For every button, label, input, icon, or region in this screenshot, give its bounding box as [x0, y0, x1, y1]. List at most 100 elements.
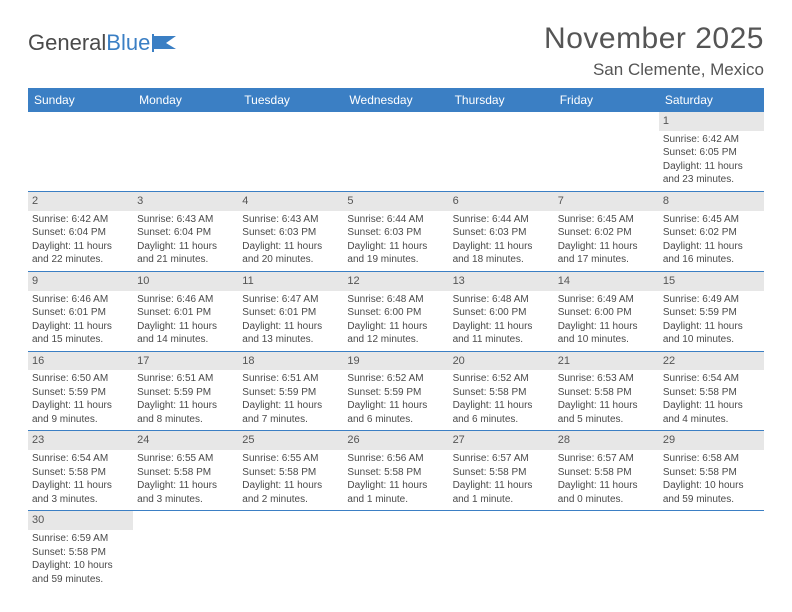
- sunset-text: Sunset: 6:05 PM: [663, 146, 760, 160]
- week-row: 30Sunrise: 6:59 AMSunset: 5:58 PMDayligh…: [28, 511, 764, 590]
- cell-body: Sunrise: 6:45 AMSunset: 6:02 PMDaylight:…: [554, 211, 659, 271]
- day-number: 17: [133, 352, 238, 371]
- cell-body: Sunrise: 6:55 AMSunset: 5:58 PMDaylight:…: [238, 450, 343, 510]
- calendar-cell: [449, 511, 554, 590]
- day-number: 15: [659, 272, 764, 291]
- calendar-cell: 27Sunrise: 6:57 AMSunset: 5:58 PMDayligh…: [449, 431, 554, 510]
- daylight-text-2: and 14 minutes.: [137, 333, 234, 347]
- sunrise-text: Sunrise: 6:53 AM: [558, 372, 655, 386]
- calendar-cell: [449, 112, 554, 191]
- daylight-text-2: and 20 minutes.: [242, 253, 339, 267]
- day-number: 26: [343, 431, 448, 450]
- calendar-cell: 6Sunrise: 6:44 AMSunset: 6:03 PMDaylight…: [449, 192, 554, 271]
- daylight-text-1: Daylight: 11 hours: [32, 240, 129, 254]
- day-number: 10: [133, 272, 238, 291]
- day-number: 7: [554, 192, 659, 211]
- cell-body: Sunrise: 6:48 AMSunset: 6:00 PMDaylight:…: [449, 291, 554, 351]
- sunrise-text: Sunrise: 6:59 AM: [32, 532, 129, 546]
- sunset-text: Sunset: 5:59 PM: [347, 386, 444, 400]
- daylight-text-1: Daylight: 11 hours: [558, 479, 655, 493]
- cell-body: Sunrise: 6:56 AMSunset: 5:58 PMDaylight:…: [343, 450, 448, 510]
- daylight-text-2: and 1 minute.: [347, 493, 444, 507]
- calendar-cell: 12Sunrise: 6:48 AMSunset: 6:00 PMDayligh…: [343, 272, 448, 351]
- cell-body: Sunrise: 6:47 AMSunset: 6:01 PMDaylight:…: [238, 291, 343, 351]
- day-header: Saturday: [659, 88, 764, 112]
- day-header-row: Sunday Monday Tuesday Wednesday Thursday…: [28, 88, 764, 112]
- daylight-text-2: and 10 minutes.: [558, 333, 655, 347]
- daylight-text-2: and 19 minutes.: [347, 253, 444, 267]
- sunrise-text: Sunrise: 6:45 AM: [558, 213, 655, 227]
- calendar-cell: 30Sunrise: 6:59 AMSunset: 5:58 PMDayligh…: [28, 511, 133, 590]
- day-number: 8: [659, 192, 764, 211]
- sunrise-text: Sunrise: 6:44 AM: [347, 213, 444, 227]
- calendar-cell: [238, 112, 343, 191]
- logo-flag-icon: [152, 34, 178, 52]
- day-header: Tuesday: [238, 88, 343, 112]
- cell-body: Sunrise: 6:57 AMSunset: 5:58 PMDaylight:…: [449, 450, 554, 510]
- calendar-cell: 18Sunrise: 6:51 AMSunset: 5:59 PMDayligh…: [238, 352, 343, 431]
- sunset-text: Sunset: 6:04 PM: [137, 226, 234, 240]
- sunrise-text: Sunrise: 6:43 AM: [137, 213, 234, 227]
- cell-body: Sunrise: 6:57 AMSunset: 5:58 PMDaylight:…: [554, 450, 659, 510]
- daylight-text-2: and 5 minutes.: [558, 413, 655, 427]
- calendar-cell: 4Sunrise: 6:43 AMSunset: 6:03 PMDaylight…: [238, 192, 343, 271]
- day-number: 25: [238, 431, 343, 450]
- sunset-text: Sunset: 6:00 PM: [558, 306, 655, 320]
- cell-body: Sunrise: 6:45 AMSunset: 6:02 PMDaylight:…: [659, 211, 764, 271]
- sunrise-text: Sunrise: 6:48 AM: [453, 293, 550, 307]
- sunset-text: Sunset: 5:58 PM: [32, 466, 129, 480]
- daylight-text-1: Daylight: 11 hours: [663, 240, 760, 254]
- sunrise-text: Sunrise: 6:52 AM: [347, 372, 444, 386]
- sunrise-text: Sunrise: 6:43 AM: [242, 213, 339, 227]
- daylight-text-1: Daylight: 10 hours: [663, 479, 760, 493]
- calendar-cell: [659, 511, 764, 590]
- sunset-text: Sunset: 6:01 PM: [137, 306, 234, 320]
- daylight-text-1: Daylight: 11 hours: [453, 240, 550, 254]
- day-number: 12: [343, 272, 448, 291]
- sunrise-text: Sunrise: 6:48 AM: [347, 293, 444, 307]
- sunrise-text: Sunrise: 6:55 AM: [137, 452, 234, 466]
- day-number: 20: [449, 352, 554, 371]
- sunrise-text: Sunrise: 6:47 AM: [242, 293, 339, 307]
- cell-body: Sunrise: 6:52 AMSunset: 5:58 PMDaylight:…: [449, 370, 554, 430]
- sunrise-text: Sunrise: 6:49 AM: [558, 293, 655, 307]
- calendar-cell: 20Sunrise: 6:52 AMSunset: 5:58 PMDayligh…: [449, 352, 554, 431]
- day-header: Sunday: [28, 88, 133, 112]
- daylight-text-2: and 3 minutes.: [32, 493, 129, 507]
- header: GeneralBlue November 2025 San Clemente, …: [28, 22, 764, 80]
- calendar-cell: [554, 511, 659, 590]
- cell-body: Sunrise: 6:51 AMSunset: 5:59 PMDaylight:…: [238, 370, 343, 430]
- cell-body: Sunrise: 6:49 AMSunset: 6:00 PMDaylight:…: [554, 291, 659, 351]
- daylight-text-1: Daylight: 11 hours: [558, 320, 655, 334]
- daylight-text-2: and 22 minutes.: [32, 253, 129, 267]
- daylight-text-2: and 17 minutes.: [558, 253, 655, 267]
- daylight-text-2: and 6 minutes.: [347, 413, 444, 427]
- week-row: 23Sunrise: 6:54 AMSunset: 5:58 PMDayligh…: [28, 431, 764, 511]
- calendar-cell: [238, 511, 343, 590]
- day-number: 6: [449, 192, 554, 211]
- day-number: 30: [28, 511, 133, 530]
- sunset-text: Sunset: 5:58 PM: [453, 386, 550, 400]
- sunset-text: Sunset: 6:03 PM: [347, 226, 444, 240]
- sunrise-text: Sunrise: 6:51 AM: [137, 372, 234, 386]
- sunrise-text: Sunrise: 6:44 AM: [453, 213, 550, 227]
- daylight-text-1: Daylight: 11 hours: [453, 479, 550, 493]
- daylight-text-1: Daylight: 11 hours: [347, 320, 444, 334]
- sunrise-text: Sunrise: 6:50 AM: [32, 372, 129, 386]
- calendar-cell: 17Sunrise: 6:51 AMSunset: 5:59 PMDayligh…: [133, 352, 238, 431]
- day-number: 1: [659, 112, 764, 131]
- calendar-cell: 7Sunrise: 6:45 AMSunset: 6:02 PMDaylight…: [554, 192, 659, 271]
- sunset-text: Sunset: 5:58 PM: [32, 546, 129, 560]
- sunrise-text: Sunrise: 6:52 AM: [453, 372, 550, 386]
- calendar-cell: 9Sunrise: 6:46 AMSunset: 6:01 PMDaylight…: [28, 272, 133, 351]
- daylight-text-2: and 23 minutes.: [663, 173, 760, 187]
- calendar-cell: 26Sunrise: 6:56 AMSunset: 5:58 PMDayligh…: [343, 431, 448, 510]
- cell-body: Sunrise: 6:44 AMSunset: 6:03 PMDaylight:…: [343, 211, 448, 271]
- sunrise-text: Sunrise: 6:57 AM: [453, 452, 550, 466]
- sunset-text: Sunset: 5:58 PM: [137, 466, 234, 480]
- daylight-text-2: and 59 minutes.: [32, 573, 129, 587]
- sunset-text: Sunset: 6:03 PM: [242, 226, 339, 240]
- daylight-text-2: and 10 minutes.: [663, 333, 760, 347]
- daylight-text-2: and 1 minute.: [453, 493, 550, 507]
- sunrise-text: Sunrise: 6:54 AM: [663, 372, 760, 386]
